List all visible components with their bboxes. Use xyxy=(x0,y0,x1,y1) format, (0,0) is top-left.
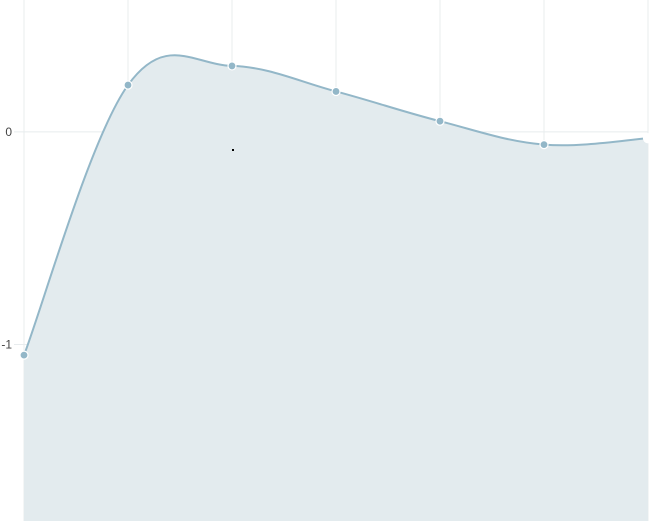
data-point[interactable] xyxy=(331,86,341,97)
data-point[interactable] xyxy=(19,350,29,360)
area-fill xyxy=(24,55,648,521)
data-point[interactable] xyxy=(123,80,133,90)
data-point-highlighted[interactable] xyxy=(642,133,650,144)
data-point[interactable] xyxy=(435,116,445,126)
data-point[interactable] xyxy=(539,140,549,150)
data-points xyxy=(19,61,650,360)
cursor-dot xyxy=(232,149,234,151)
y-tick-label: 0 xyxy=(5,125,12,139)
data-point[interactable] xyxy=(227,61,237,71)
y-axis-labels: 0 -1 xyxy=(1,125,12,352)
y-tick-label: -1 xyxy=(1,337,12,351)
series-line xyxy=(23,54,649,356)
